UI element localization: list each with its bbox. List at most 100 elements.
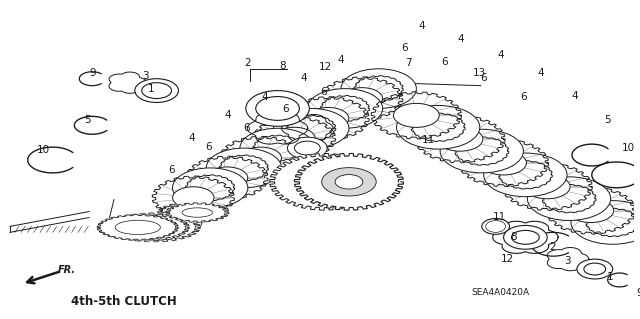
Ellipse shape xyxy=(294,141,320,155)
Polygon shape xyxy=(186,175,235,201)
Ellipse shape xyxy=(397,106,480,149)
Text: 6: 6 xyxy=(205,142,211,152)
Text: 5: 5 xyxy=(604,115,611,125)
Text: 11: 11 xyxy=(422,135,435,145)
Ellipse shape xyxy=(240,128,316,168)
Ellipse shape xyxy=(173,187,214,209)
Ellipse shape xyxy=(256,97,300,120)
Ellipse shape xyxy=(135,79,179,102)
Polygon shape xyxy=(354,76,403,101)
Ellipse shape xyxy=(568,198,614,223)
Text: 10: 10 xyxy=(622,143,635,153)
Polygon shape xyxy=(220,155,268,181)
Text: 4: 4 xyxy=(261,92,268,101)
Ellipse shape xyxy=(115,220,161,234)
Text: 4: 4 xyxy=(188,133,195,143)
Ellipse shape xyxy=(341,88,383,109)
Text: 4: 4 xyxy=(418,21,424,31)
Ellipse shape xyxy=(486,220,506,232)
Ellipse shape xyxy=(394,103,439,127)
Text: SEA4A0420A: SEA4A0420A xyxy=(472,288,530,297)
Ellipse shape xyxy=(129,220,179,235)
Ellipse shape xyxy=(141,83,172,99)
Polygon shape xyxy=(253,135,302,161)
Polygon shape xyxy=(542,184,596,213)
Text: 3: 3 xyxy=(564,256,570,266)
Ellipse shape xyxy=(307,89,383,128)
Polygon shape xyxy=(287,115,336,141)
Ellipse shape xyxy=(511,230,540,244)
Text: 6: 6 xyxy=(168,165,175,175)
Text: 12: 12 xyxy=(319,62,332,72)
Ellipse shape xyxy=(206,148,282,188)
Ellipse shape xyxy=(274,127,315,149)
Polygon shape xyxy=(586,208,639,237)
Polygon shape xyxy=(499,161,552,189)
Text: 8: 8 xyxy=(510,232,517,242)
Ellipse shape xyxy=(287,137,327,159)
Text: 6: 6 xyxy=(441,57,447,67)
Ellipse shape xyxy=(524,175,570,199)
Text: 6: 6 xyxy=(481,73,487,83)
Polygon shape xyxy=(411,113,465,141)
Ellipse shape xyxy=(484,153,567,197)
Text: 4: 4 xyxy=(497,50,504,60)
Polygon shape xyxy=(166,203,229,222)
Polygon shape xyxy=(321,95,369,122)
Text: 4: 4 xyxy=(537,68,543,78)
Text: 12: 12 xyxy=(501,254,514,264)
Text: 9: 9 xyxy=(636,288,640,298)
Ellipse shape xyxy=(182,208,212,217)
Text: 4: 4 xyxy=(458,34,464,44)
Ellipse shape xyxy=(274,108,349,148)
Text: 6: 6 xyxy=(520,92,527,101)
Text: 13: 13 xyxy=(473,68,486,78)
Text: 4: 4 xyxy=(338,55,344,65)
Text: 3: 3 xyxy=(143,71,149,81)
Text: 1: 1 xyxy=(147,84,154,93)
Ellipse shape xyxy=(482,219,509,234)
Text: 6: 6 xyxy=(320,86,326,97)
Text: 4: 4 xyxy=(300,73,307,83)
Ellipse shape xyxy=(335,174,363,189)
Ellipse shape xyxy=(440,129,524,173)
Ellipse shape xyxy=(300,169,349,195)
Ellipse shape xyxy=(307,108,349,129)
Text: 7: 7 xyxy=(405,58,412,68)
Text: 4: 4 xyxy=(572,91,579,100)
Text: 10: 10 xyxy=(37,145,50,155)
Ellipse shape xyxy=(122,220,170,235)
Ellipse shape xyxy=(584,263,605,275)
Ellipse shape xyxy=(341,69,417,108)
Ellipse shape xyxy=(527,177,611,220)
Text: 6: 6 xyxy=(244,123,250,133)
Text: 4th-5th CLUTCH: 4th-5th CLUTCH xyxy=(72,295,177,308)
Text: 2: 2 xyxy=(549,242,556,252)
Text: 8: 8 xyxy=(279,61,286,71)
Ellipse shape xyxy=(173,168,248,208)
Ellipse shape xyxy=(322,167,376,196)
Text: 4: 4 xyxy=(225,110,231,120)
Polygon shape xyxy=(455,137,509,165)
Polygon shape xyxy=(107,213,200,242)
Ellipse shape xyxy=(481,151,527,175)
Text: 5: 5 xyxy=(84,115,90,125)
Polygon shape xyxy=(157,203,225,223)
Ellipse shape xyxy=(240,147,282,169)
Polygon shape xyxy=(294,153,403,210)
Text: 1: 1 xyxy=(606,272,613,282)
Text: 6: 6 xyxy=(282,104,289,115)
Ellipse shape xyxy=(246,91,309,126)
Ellipse shape xyxy=(175,208,207,218)
Text: FR.: FR. xyxy=(58,265,76,275)
Text: 2: 2 xyxy=(244,58,251,68)
Ellipse shape xyxy=(206,167,248,189)
Text: 9: 9 xyxy=(90,68,97,78)
Text: 11: 11 xyxy=(493,212,506,222)
Ellipse shape xyxy=(504,226,547,249)
Polygon shape xyxy=(97,215,179,240)
Ellipse shape xyxy=(437,127,483,151)
Ellipse shape xyxy=(571,201,640,244)
Text: 6: 6 xyxy=(401,43,408,53)
Polygon shape xyxy=(102,214,189,241)
